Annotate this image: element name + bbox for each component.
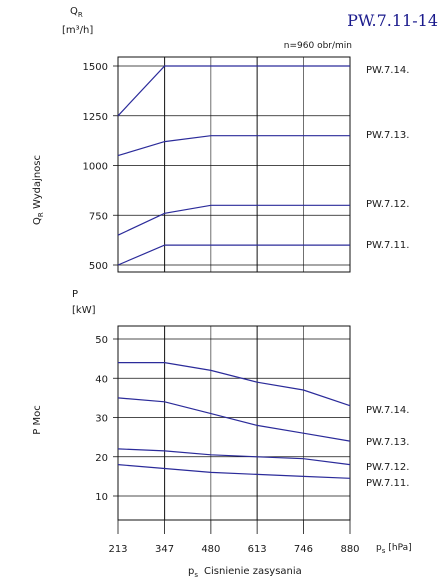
bottom-series-line	[117, 397, 351, 442]
top-y-symbol: QR	[70, 6, 83, 19]
top-series-line	[117, 204, 350, 236]
bottom-series-line	[117, 448, 351, 466]
top-y-unit: [m³/h]	[62, 25, 93, 36]
x-tick-label: 746	[294, 544, 313, 555]
top-series-line	[117, 244, 350, 266]
top-panel: 500 750 1000 1250 1500 PW.7.14. PW.7.13. PW.7.1…	[83, 56, 409, 273]
bottom-panel: 10 20 30 40 50 PW.7.14. PW.7.13. PW.7.12. PW.7.1…	[95, 325, 409, 555]
top-ytick-label: 1500	[83, 62, 108, 73]
bottom-series-label: PW.7.13.	[366, 437, 409, 448]
bottom-ytick-label: 30	[95, 414, 108, 425]
bottom-ytick-label: 10	[95, 492, 108, 503]
x-axis-title: ps Cisnienie zasysania	[188, 566, 302, 579]
bottom-ytick-label: 50	[95, 335, 108, 346]
top-ytick-label: 1000	[83, 162, 108, 173]
top-ytick-label: 1250	[83, 112, 108, 123]
top-ytick-label: 750	[89, 211, 108, 222]
top-series-label: PW.7.11.	[366, 240, 409, 251]
chart-code: PW.7.11-14	[347, 11, 438, 30]
x-tick-label: 880	[340, 544, 359, 555]
bottom-series-label: PW.7.11.	[366, 478, 409, 489]
top-series-line	[117, 65, 350, 117]
top-frame	[117, 56, 351, 273]
x-tick-label: 213	[108, 544, 127, 555]
speed-note: n=960 obr/min	[284, 41, 352, 51]
top-y-axis-title: QR Wydajnosc	[32, 155, 45, 225]
bottom-ytick-label: 20	[95, 453, 108, 464]
x-tick-label: 480	[201, 544, 220, 555]
x-tick-label: 613	[248, 544, 267, 555]
bottom-y-axis-title: P Moc	[32, 405, 43, 434]
top-series-line	[117, 135, 350, 157]
bottom-series-line	[117, 464, 351, 479]
bottom-frame	[117, 325, 351, 521]
top-series-label: PW.7.14.	[366, 65, 409, 76]
top-series-label: PW.7.13.	[366, 130, 409, 141]
bottom-series-line	[118, 362, 351, 407]
bottom-y-symbol: P	[72, 289, 78, 300]
x-tick-label: 347	[155, 544, 174, 555]
bottom-ytick-label: 40	[95, 374, 108, 385]
bottom-series-label: PW.7.14.	[366, 405, 409, 416]
bottom-series-label: PW.7.12.	[366, 462, 409, 473]
bottom-y-unit: [kW]	[72, 305, 96, 316]
x-unit-label: ps [hPa]	[376, 543, 412, 555]
top-ytick-label: 500	[89, 261, 108, 272]
top-series-label: PW.7.12.	[366, 199, 409, 210]
